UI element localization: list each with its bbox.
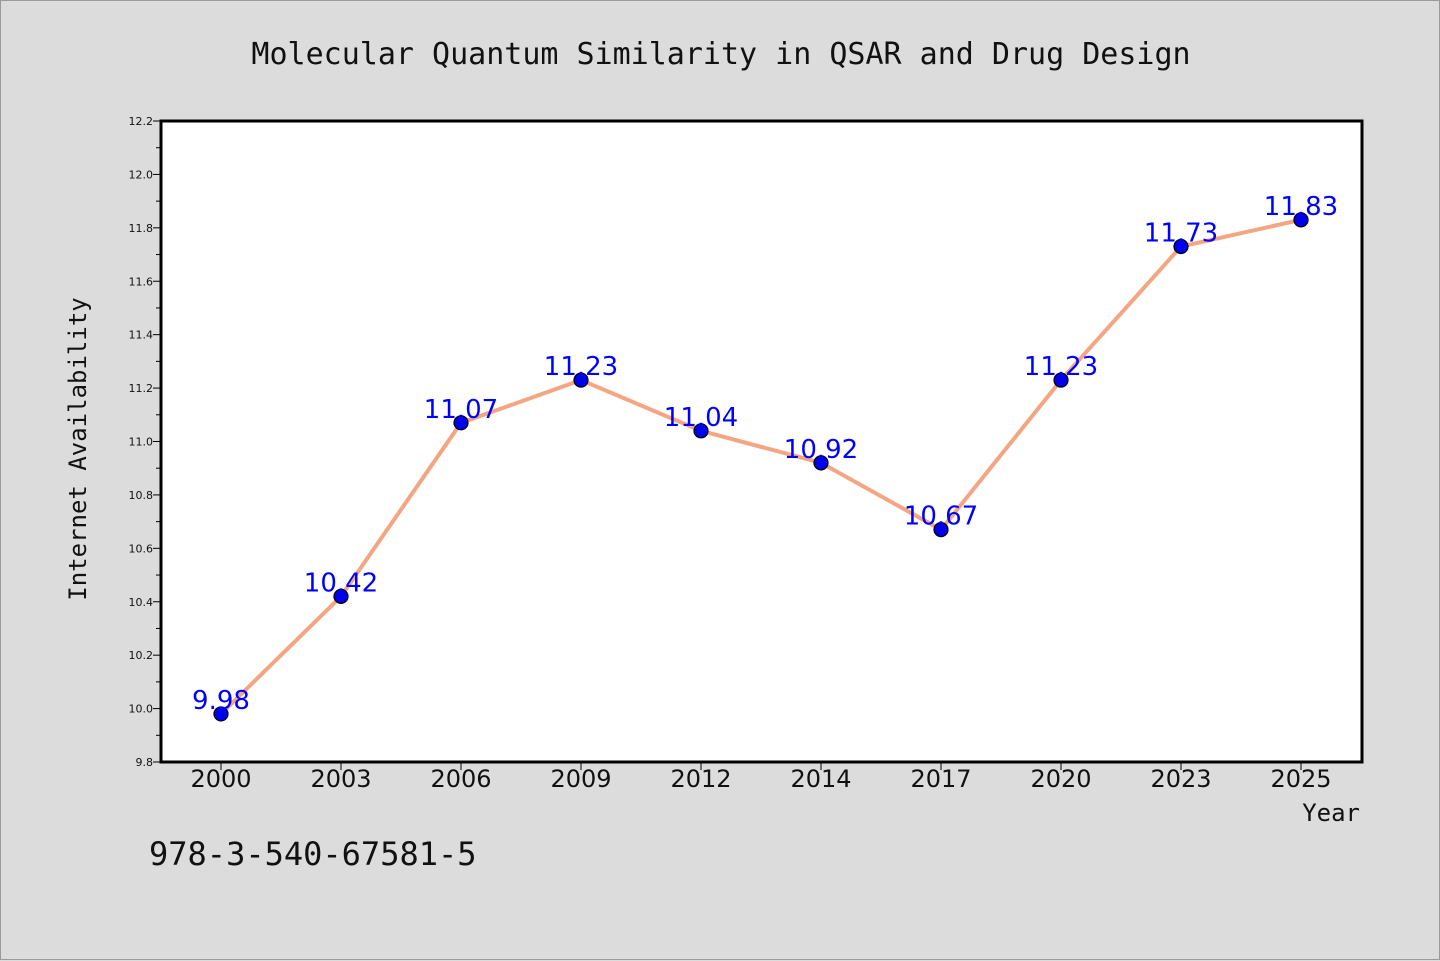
data-point	[573, 372, 589, 388]
x-tick-label: 2020	[1030, 765, 1091, 793]
y-tick-label: 11.4	[129, 329, 154, 342]
series-line	[219, 217, 1303, 716]
isbn-code: 978-3-540-67581-5	[149, 835, 477, 873]
data-point	[1053, 372, 1069, 388]
data-label: 10.67	[904, 502, 978, 532]
x-tick-label: 2003	[310, 765, 371, 793]
y-tick-label: 12.2	[129, 115, 154, 128]
x-tick-label: 2012	[670, 765, 731, 793]
y-tick-label: 11.0	[129, 436, 154, 449]
x-tick-label: 2023	[1150, 765, 1211, 793]
data-point	[1293, 212, 1309, 228]
chart-title: Molecular Quantum Similarity in QSAR and…	[251, 37, 1190, 72]
data-point	[213, 706, 229, 722]
data-point	[453, 415, 469, 431]
data-point	[693, 423, 709, 439]
data-label: 10.92	[784, 435, 858, 465]
data-label: 11.83	[1264, 192, 1338, 222]
y-tick-label: 10.4	[129, 596, 154, 609]
y-tick-label: 10.8	[129, 489, 154, 502]
data-labels: 9.98 10.42 11.07 11.23 11.04 10.92 10.67 11.23 1…	[192, 192, 1338, 716]
data-point	[1173, 238, 1189, 255]
y-axis-label: Internet Availability	[64, 297, 92, 600]
data-point	[813, 455, 829, 471]
x-axis: 2000 2003 2006 2009 2012 2014 2017 2020 2023 2025	[190, 763, 1332, 793]
x-axis-label: Year	[1302, 799, 1360, 827]
x-tick-label: 2025	[1270, 765, 1331, 793]
data-point	[933, 522, 949, 538]
y-axis: 9.8 10.0 10.2 10.4 10.6 10.8 11.0 11.2 11.4 11.6 1…	[129, 115, 160, 769]
y-tick-label: 10.2	[129, 649, 154, 662]
data-label: 11.23	[1024, 352, 1098, 382]
data-label: 11.23	[544, 352, 618, 382]
y-tick-label: 10.6	[129, 542, 154, 555]
x-tick-label: 2000	[190, 765, 251, 793]
data-label: 11.73	[1144, 219, 1218, 249]
data-point	[333, 588, 349, 605]
data-label: 11.07	[424, 395, 498, 425]
x-tick-label: 2006	[430, 765, 491, 793]
plot-area	[159, 119, 1364, 764]
y-tick-label: 11.8	[129, 222, 154, 235]
data-label: 11.04	[664, 403, 738, 433]
y-tick-label: 11.2	[129, 382, 154, 395]
y-tick-label: 12.0	[129, 168, 154, 181]
data-label: 9.98	[192, 686, 250, 716]
x-tick-label: 2009	[550, 765, 611, 793]
data-label: 10.42	[304, 568, 378, 598]
x-tick-label: 2014	[790, 765, 851, 793]
y-tick-label: 11.6	[129, 275, 154, 288]
y-tick-label: 10.0	[129, 703, 154, 716]
y-tick-label: 9.8	[136, 756, 154, 769]
series-layer	[213, 212, 1309, 722]
x-tick-label: 2017	[910, 765, 971, 793]
